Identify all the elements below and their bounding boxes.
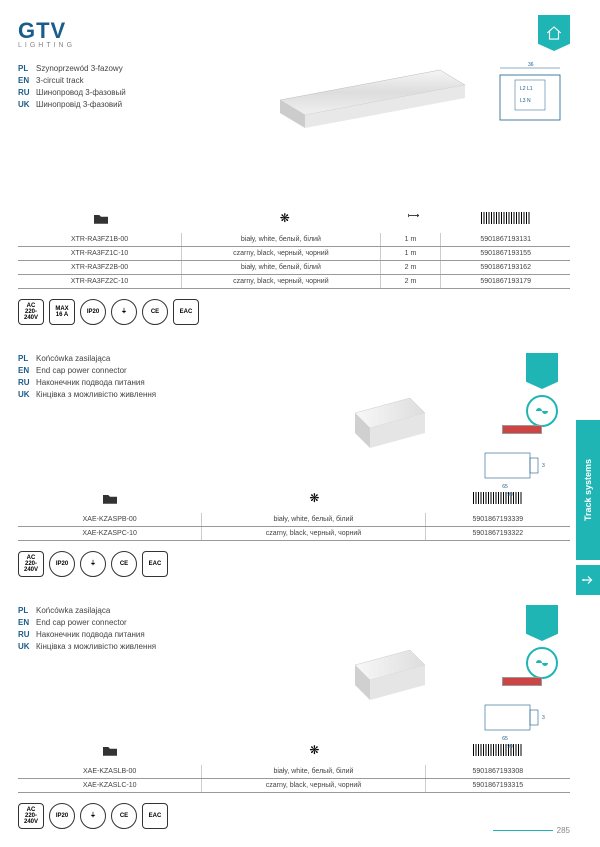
cert-badge: IP20 bbox=[80, 299, 106, 325]
phase-icon bbox=[526, 647, 558, 679]
product3-badges: AC220-240VIP20⏚CEEAC bbox=[18, 803, 570, 829]
table-row: XAE-KZASPB-00biały, white, белый, білий5… bbox=[18, 513, 570, 527]
svg-text:65: 65 bbox=[502, 736, 508, 742]
svg-text:L3 N: L3 N bbox=[520, 98, 531, 104]
product2-names: PLKońcówka zasilająca ENEnd cap power co… bbox=[18, 353, 570, 401]
cert-badge: ⏚ bbox=[80, 551, 106, 577]
svg-text:35: 35 bbox=[542, 715, 545, 721]
svg-text:35: 35 bbox=[542, 463, 545, 469]
product3-table: XAE-KZASLB-00biały, white, белый, білий5… bbox=[18, 765, 570, 793]
table-row: XTR-RA3FZ1B-00biały, white, белый, білий… bbox=[18, 233, 570, 247]
connector-diagram: 65 35 99 bbox=[480, 695, 545, 750]
table-row: XTR-RA3FZ2B-00biały, white, белый, білий… bbox=[18, 261, 570, 275]
product2-badges: AC220-240VIP20⏚CEEAC bbox=[18, 551, 570, 577]
folder-icon bbox=[94, 213, 108, 224]
table-row: XAE-KZASLC-10czarny, black, черный, чорн… bbox=[18, 779, 570, 793]
cert-badge: CE bbox=[111, 803, 137, 829]
product3-names: PLKońcówka zasilająca ENEnd cap power co… bbox=[18, 605, 570, 653]
table-row: XAE-KZASLB-00biały, white, белый, білий5… bbox=[18, 765, 570, 779]
logo-sub: LIGHTING bbox=[18, 42, 570, 49]
track-product-image bbox=[270, 60, 470, 140]
connector-image bbox=[340, 635, 440, 715]
catalog-page: GTV LIGHTING PLSzynoprzewód 3-fazowy EN3… bbox=[0, 0, 600, 847]
folder-icon bbox=[103, 745, 117, 756]
barcode-icon bbox=[481, 212, 531, 224]
side-category-tab: Track systems bbox=[576, 420, 600, 560]
table-row: XTR-RA3FZ2C-10czarny, black, черный, чор… bbox=[18, 275, 570, 289]
red-indicator bbox=[502, 425, 542, 434]
table-row: XAE-KZASPC-10czarny, black, черный, чорн… bbox=[18, 527, 570, 541]
cert-badge: EAC bbox=[142, 803, 168, 829]
cert-badge: CE bbox=[111, 551, 137, 577]
product2-section: PLKońcówka zasilająca ENEnd cap power co… bbox=[18, 353, 570, 577]
svg-text:65: 65 bbox=[502, 484, 508, 490]
folder-icon bbox=[103, 493, 117, 504]
indoor-icon bbox=[526, 353, 558, 389]
table-row: XTR-RA3FZ1C-10czarny, black, черный, чор… bbox=[18, 247, 570, 261]
product3-section: PLKońcówka zasilająca ENEnd cap power co… bbox=[18, 605, 570, 829]
svg-text:99: 99 bbox=[507, 744, 513, 750]
connector-image bbox=[340, 383, 440, 463]
product1-badges: AC220-240VMAX16 AIP20⏚CEEAC bbox=[18, 299, 570, 325]
cert-badge: EAC bbox=[173, 299, 199, 325]
logo: GTV LIGHTING bbox=[18, 18, 570, 49]
page-number: 285 bbox=[493, 826, 570, 835]
svg-text:36: 36 bbox=[528, 62, 534, 68]
logo-main: GTV bbox=[18, 18, 570, 44]
table1-header: ❋ ⟼ bbox=[18, 211, 570, 229]
indoor-icon bbox=[538, 15, 570, 51]
color-icon: ❋ bbox=[202, 743, 427, 761]
indoor-icon bbox=[526, 605, 558, 641]
cert-badge: ⏚ bbox=[80, 803, 106, 829]
red-indicator bbox=[502, 677, 542, 686]
cert-badge: IP20 bbox=[49, 551, 75, 577]
svg-text:99: 99 bbox=[507, 492, 513, 498]
phase-icon bbox=[526, 395, 558, 427]
cert-badge: AC220-240V bbox=[18, 803, 44, 829]
svg-text:L2 L1: L2 L1 bbox=[520, 86, 533, 92]
product2-table: XAE-KZASPB-00biały, white, белый, білий5… bbox=[18, 513, 570, 541]
side-arrow-icon bbox=[576, 565, 600, 595]
cert-badge: AC220-240V bbox=[18, 551, 44, 577]
cert-badge: CE bbox=[142, 299, 168, 325]
cert-badge: ⏚ bbox=[111, 299, 137, 325]
length-icon: ⟼ bbox=[386, 211, 441, 229]
cert-badge: IP20 bbox=[49, 803, 75, 829]
color-icon: ❋ bbox=[184, 211, 386, 229]
connector-diagram: 65 35 99 bbox=[480, 443, 545, 498]
color-icon: ❋ bbox=[202, 491, 427, 509]
cert-badge: AC220-240V bbox=[18, 299, 44, 325]
track-diagram: L2 L1 L3 N 36 bbox=[490, 60, 570, 130]
cert-badge: MAX16 A bbox=[49, 299, 75, 325]
product1-table: XTR-RA3FZ1B-00biały, white, белый, білий… bbox=[18, 233, 570, 289]
cert-badge: EAC bbox=[142, 551, 168, 577]
